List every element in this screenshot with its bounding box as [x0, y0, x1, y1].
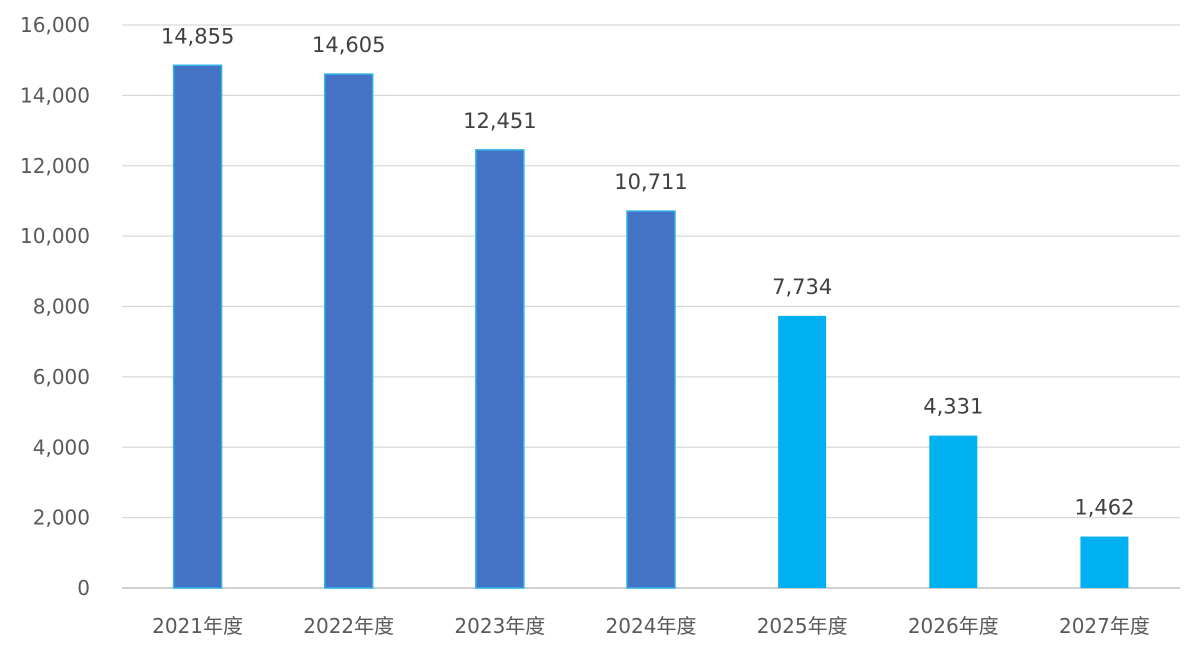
y-tick-label: 6,000 [33, 365, 90, 389]
y-tick-label: 2,000 [33, 506, 90, 530]
y-tick-label: 16,000 [20, 13, 90, 37]
y-tick-label: 12,000 [20, 154, 90, 178]
x-tick-label: 2025年度 [757, 614, 848, 638]
x-tick-label: 2026年度 [908, 614, 999, 638]
data-label: 4,331 [923, 395, 983, 419]
data-label: 10,711 [614, 170, 687, 194]
data-label: 12,451 [463, 109, 536, 133]
bar-actual [323, 73, 374, 589]
bar-actual [475, 149, 525, 589]
y-tick-label: 4,000 [33, 435, 90, 459]
x-tick-label: 2024年度 [606, 614, 697, 638]
data-label: 7,734 [772, 275, 832, 299]
data-label: 14,855 [161, 24, 234, 48]
y-tick-label: 10,000 [20, 224, 90, 248]
bar-forecast [778, 315, 827, 588]
x-tick-label: 2027年度 [1059, 614, 1150, 638]
x-tick-label: 2021年度 [152, 614, 243, 638]
x-tick-label: 2022年度 [303, 614, 394, 638]
y-axis-tick-labels: 0 2,000 4,000 6,000 8,000 10,000 12,000 14,000 1… [20, 13, 90, 600]
data-label: 1,462 [1074, 496, 1134, 520]
bar-actual [626, 210, 676, 589]
data-label: 14,605 [312, 33, 385, 57]
y-tick-label: 8,000 [33, 295, 90, 319]
x-tick-label: 2023年度 [454, 614, 545, 638]
data-labels: 14,855 14,605 12,451 10,711 7,734 4,331 1,462 [161, 24, 1135, 519]
bars [172, 64, 1129, 589]
x-axis-tick-labels: 2021年度 2022年度 2023年度 2024年度 2025年度 2026年度 2027… [152, 614, 1150, 638]
bar-actual [172, 64, 223, 589]
bar-forecast [1080, 536, 1129, 588]
y-tick-label: 14,000 [20, 83, 90, 107]
y-tick-label: 0 [77, 576, 90, 600]
bar-forecast [929, 435, 978, 588]
